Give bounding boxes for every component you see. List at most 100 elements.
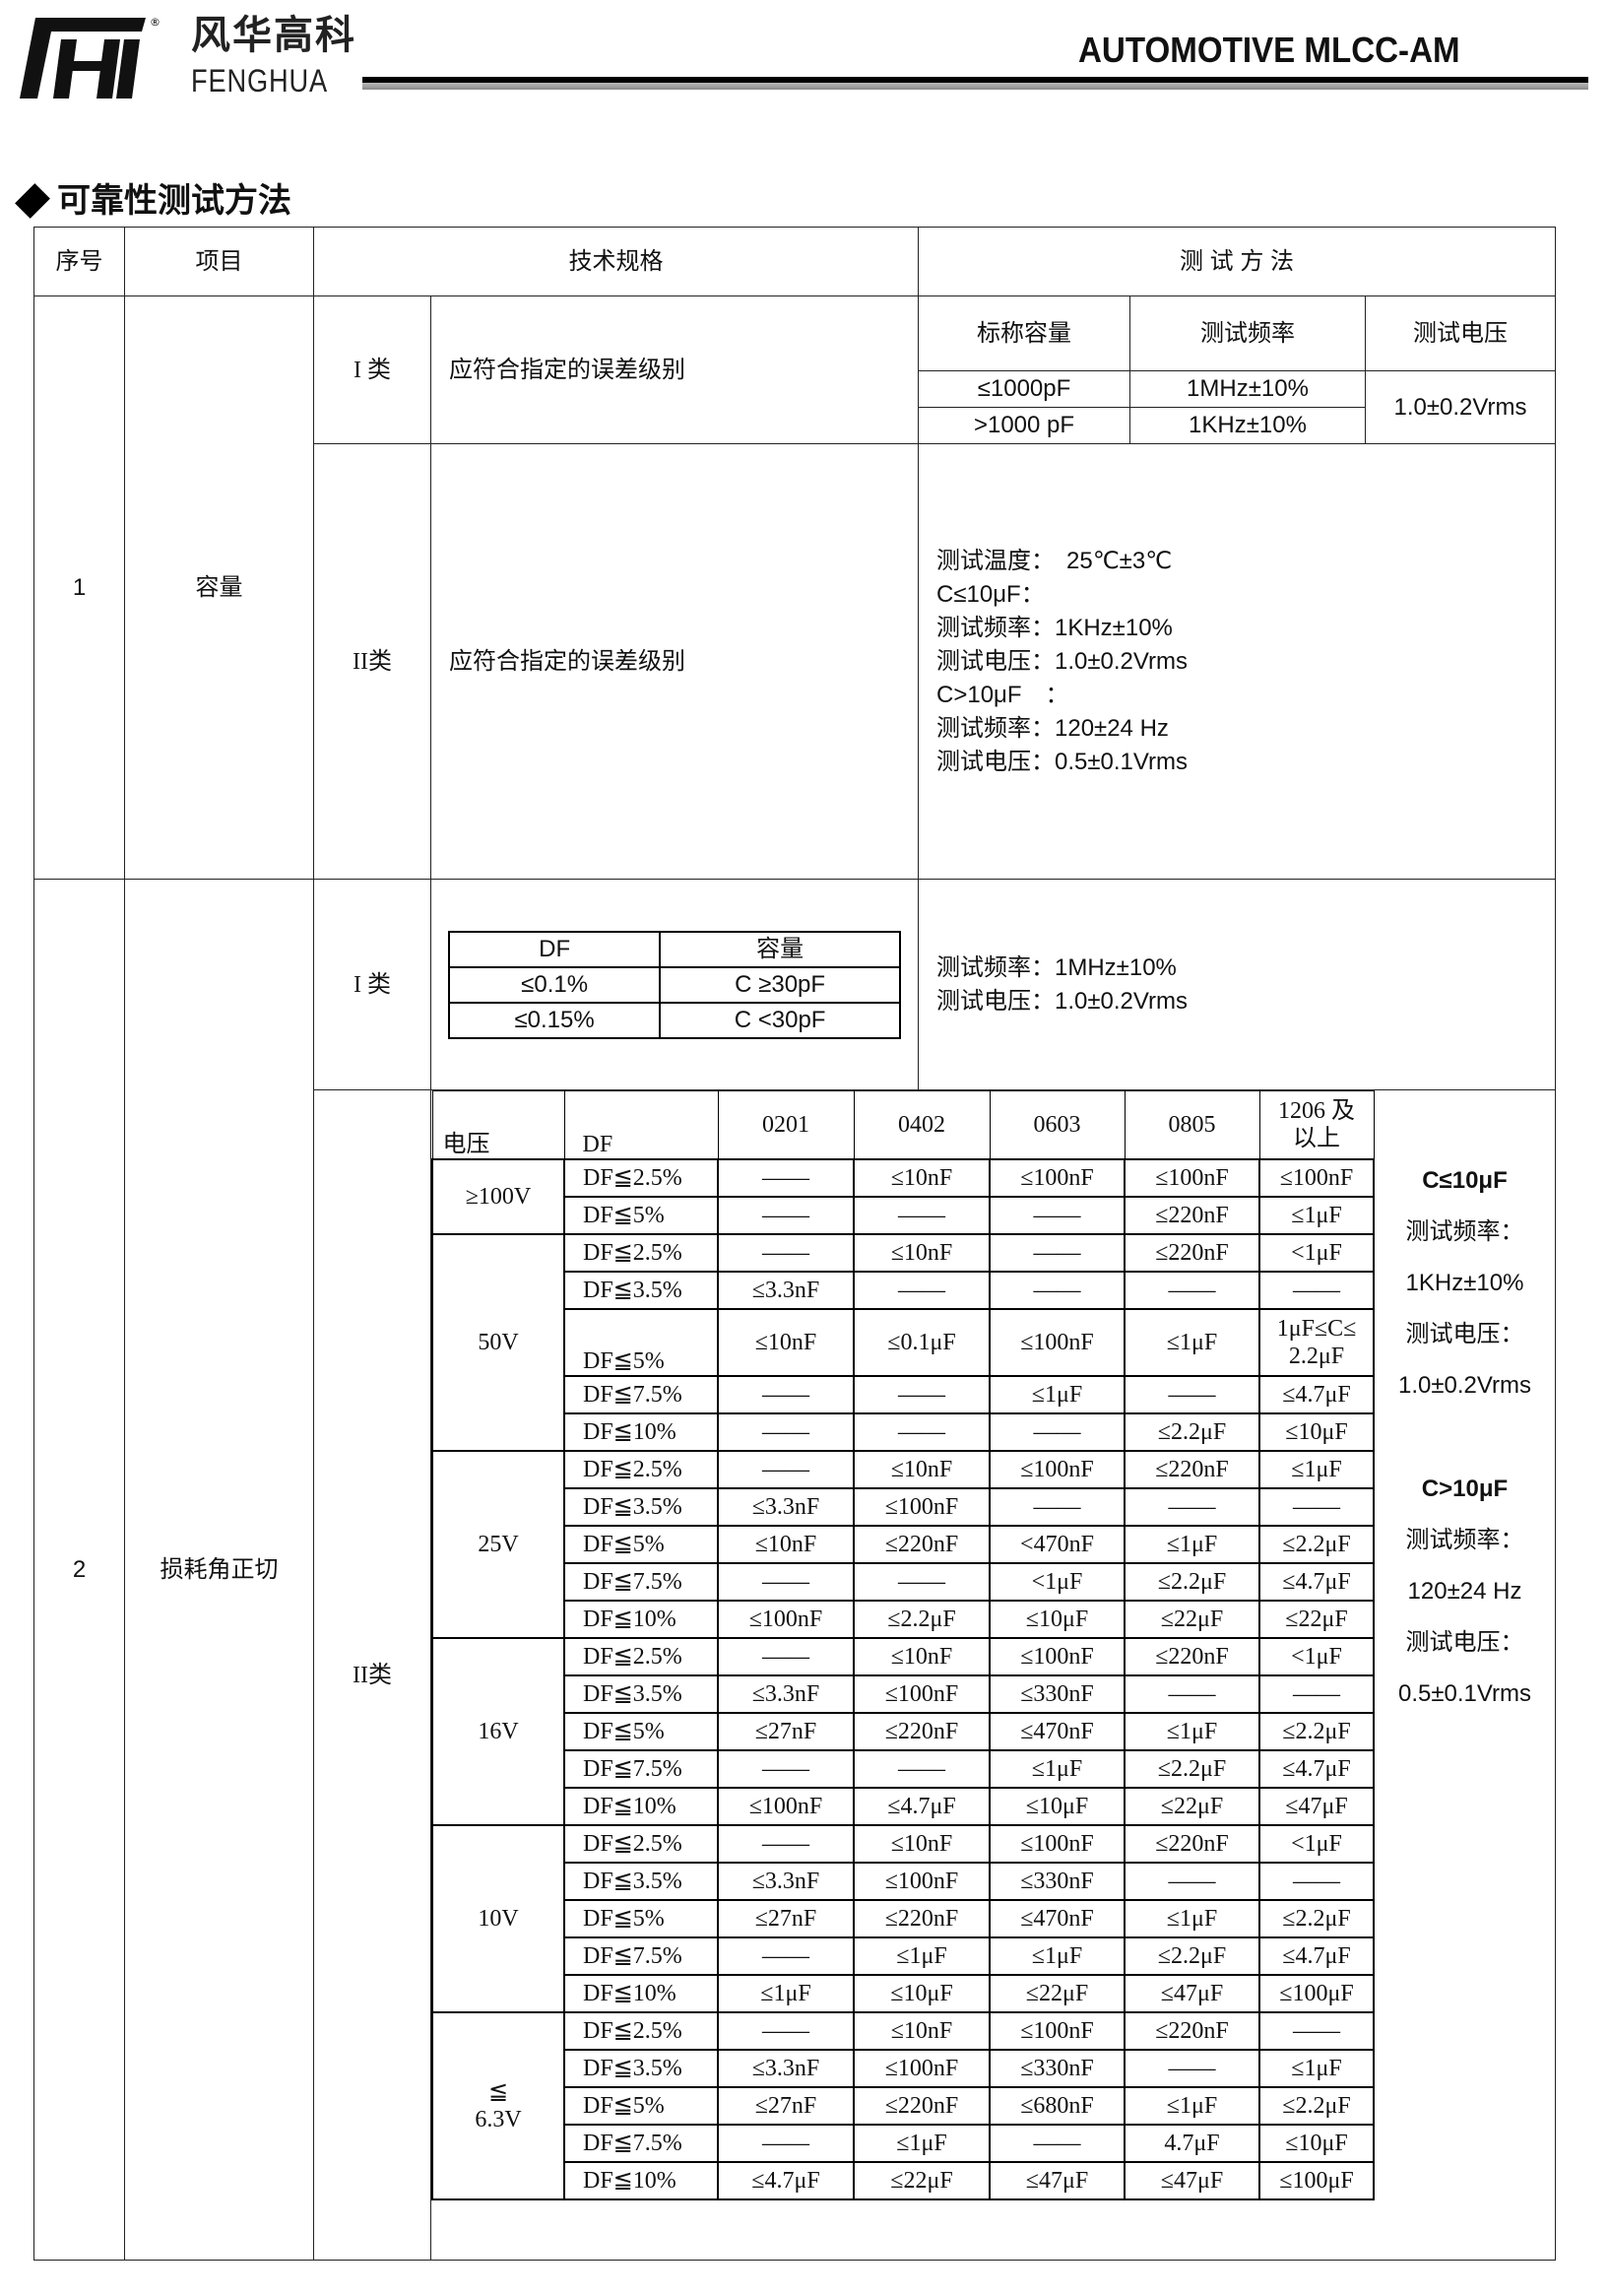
table-row: 10V DF≦2.5% —— ≤10nF ≤100nF ≤220nF <1μF	[431, 1824, 1375, 2013]
voltage-cell: 25V	[431, 1450, 565, 1639]
capacitance-limit-cell: ≤4.7μF	[1258, 1375, 1375, 1414]
df-cell: ≤0.15%	[447, 1001, 662, 1039]
capacitance-limit-cell: ≤220nF	[1124, 1637, 1260, 1676]
df-limit-cell: DF≦10%	[563, 1412, 719, 1452]
df-limit-cell: DF≦5%	[563, 1196, 719, 1235]
capacitance-limit-cell: ≤2.2μF	[1258, 1899, 1375, 1938]
capacitance-limit-cell: ≤100nF	[989, 1824, 1126, 1864]
df-class1-table: DF 容量 ≤0.1% C ≥30pF ≤0.15% C <30pF	[447, 930, 901, 1039]
capacitance-limit-cell: ≤22μF	[1124, 1600, 1260, 1639]
table-row: DF≦5% ≤10nF ≤0.1μF ≤100nF ≤1μF 1μF≤C≤ 2.2μF	[432, 1308, 1375, 1377]
capacitance-limit-cell: ≤4.7μF	[1258, 1749, 1375, 1789]
capacitance-limit-cell: ≤100nF	[989, 1308, 1126, 1377]
capacitance-limit-cell: ——	[717, 1450, 855, 1489]
table-row: DF≦7.5% —— —— <1μF ≤2.2μF ≤4.7μF	[432, 1562, 1375, 1602]
capacitance-limit-cell: ——	[989, 1196, 1126, 1235]
capacitance-limit-cell: ≤220nF	[853, 1712, 991, 1751]
df-limit-cell: DF≦2.5%	[563, 1637, 719, 1676]
capacitance-limit-cell: ——	[717, 1375, 855, 1414]
capacitance-limit-cell: ——	[717, 1936, 855, 1976]
capacitance-limit-cell: ——	[717, 2124, 855, 2163]
voltage-cell: 1.0±0.2Vrms	[1364, 370, 1557, 444]
capacitance-limit-cell: ——	[717, 1158, 855, 1198]
df-limit-cell: DF≦3.5%	[563, 1862, 719, 1901]
df-limit-cell: DF≦10%	[563, 2161, 719, 2200]
svg-text:®: ®	[150, 16, 161, 29]
capacitance-limit-cell: ≤2.2μF	[1258, 1525, 1375, 1564]
capacitance-limit-cell: ——	[1124, 2049, 1260, 2088]
method-line: 测试频率：	[1405, 1218, 1524, 1245]
capacitance-limit-cell: ——	[717, 1637, 855, 1676]
capacitance-limit-cell: ≤2.2μF	[1258, 1712, 1375, 1751]
capacitance-limit-cell: ——	[1258, 1271, 1375, 1310]
df-limit-cell: DF≦3.5%	[563, 1674, 719, 1714]
table-row: 16V DF≦2.5% —— ≤10nF ≤100nF ≤220nF <1μF	[431, 1637, 1375, 1826]
capacitance-limit-cell: ≤1μF	[717, 1974, 855, 2013]
capacitance-limit-cell: ≤2.2μF	[1124, 1412, 1260, 1452]
df-limit-cell: DF≦7.5%	[563, 1936, 719, 1976]
df-limit-cell: DF≦5%	[563, 1899, 719, 1938]
method-line: 测试频率：1MHz±10%	[936, 953, 1177, 981]
df-limit-cell: DF≦2.5%	[563, 1233, 719, 1273]
method-line: 测试频率：120±24 Hz	[936, 714, 1169, 742]
class-label: I 类	[313, 879, 431, 1090]
method-line: C>10μF ：	[936, 681, 1069, 708]
voltage-cell: 10V	[431, 1824, 565, 2013]
capacitance-limit-cell: ——	[1258, 1862, 1375, 1901]
method-line: 测试电压：	[1405, 1321, 1524, 1347]
method-line: 测试频率：1KHz±10%	[936, 614, 1173, 641]
capacitance-limit-cell: ≤4.7μF	[1258, 1562, 1375, 1602]
method-header: 测试频率	[1129, 295, 1366, 371]
voltage-cell: ≥100V	[431, 1158, 565, 1235]
capacitance-limit-cell: ≤100nF	[853, 1862, 991, 1901]
capacitance-limit-cell: ≤47μF	[989, 2161, 1126, 2200]
method-header: 标称容量	[918, 295, 1130, 371]
capacitance-limit-cell: ——	[717, 1412, 855, 1452]
class-label: II类	[313, 1089, 431, 2261]
table-row: DF≦10% ≤100nF ≤2.2μF ≤10μF ≤22μF ≤22μF	[432, 1600, 1375, 1639]
capacitance-limit-cell: ≤10nF	[853, 2011, 991, 2051]
capacitance-limit-cell: ≤1μF	[853, 2124, 991, 2163]
method-header: 测试电压	[1364, 295, 1557, 371]
voltage-header: 电压	[431, 1090, 565, 1160]
capacitance-limit-cell: ≤2.2μF	[1124, 1936, 1260, 1976]
capacitance-limit-cell: ≤330nF	[989, 1674, 1126, 1714]
capacitance-limit-cell: ≤1μF	[1258, 1450, 1375, 1489]
method-line: 测试电压：0.5±0.1Vrms	[936, 748, 1188, 775]
df-cell: ≤0.1%	[447, 965, 662, 1004]
capacitance-limit-cell: ≤10nF	[853, 1637, 991, 1676]
capacitance-limit-cell: 1μF≤C≤ 2.2μF	[1258, 1308, 1375, 1377]
table-row: DF≦7.5% —— —— ≤1μF ≤2.2μF ≤4.7μF	[432, 1749, 1375, 1789]
capacitance-limit-cell: ≤100nF	[717, 1787, 855, 1826]
capacitance-limit-cell: ≤1μF	[1124, 1525, 1260, 1564]
table-row: 50V DF≦2.5% —— ≤10nF —— ≤220nF <1μF	[431, 1233, 1375, 1452]
capacitance-limit-cell: ≤22μF	[1258, 1600, 1375, 1639]
capacitance-limit-cell: ≤0.1μF	[853, 1308, 991, 1377]
capacitance-limit-cell: ≤220nF	[1124, 2011, 1260, 2051]
freq-cell: 1MHz±10%	[1129, 370, 1366, 408]
capacitance-limit-cell: ≤330nF	[989, 1862, 1126, 1901]
capacitance-limit-cell: ≤10nF	[853, 1450, 991, 1489]
capacitance-limit-cell: ≤100μF	[1258, 1974, 1375, 2013]
df-limit-cell: DF≦10%	[563, 1600, 719, 1639]
capacitance-limit-cell: ≤3.3nF	[717, 2049, 855, 2088]
capacitance-limit-cell: ≤27nF	[717, 2086, 855, 2126]
capacitance-limit-cell: ≤1μF	[1124, 1899, 1260, 1938]
class-label: II类	[313, 443, 431, 880]
capacitance-limit-cell: ≤100nF	[853, 1487, 991, 1527]
capacitance-limit-cell: ≤220nF	[1124, 1233, 1260, 1273]
table-row: II类 应符合指定的误差级别 测试温度： 25℃±3℃ C≤10μF： 测试频率…	[34, 443, 1557, 880]
table-row: II类 电压 DF 0201 0402 0603 0805 1206 及 以上 ≥100V DF…	[34, 1089, 1557, 2261]
capacitance-limit-cell: <1μF	[989, 1562, 1126, 1602]
cap-cell: ≤1000pF	[918, 370, 1130, 408]
capacitance-limit-cell: ——	[989, 2124, 1126, 2163]
capacitance-limit-cell: ≤4.7μF	[1258, 1936, 1375, 1976]
method-line: C≤10μF：	[936, 580, 1045, 608]
capacitance-limit-cell: ≤27nF	[717, 1712, 855, 1751]
df-header-row: 电压 DF 0201 0402 0603 0805 1206 及 以上	[431, 1090, 1375, 1160]
method-heading: C≤10μF	[1422, 1167, 1508, 1194]
capacitance-limit-cell: <1μF	[1258, 1824, 1375, 1864]
df-limit-cell: DF≦2.5%	[563, 1158, 719, 1198]
table-row: DF≦10% —— —— —— ≤2.2μF ≤10μF	[432, 1412, 1375, 1452]
row-item: 损耗角正切	[124, 879, 314, 2261]
